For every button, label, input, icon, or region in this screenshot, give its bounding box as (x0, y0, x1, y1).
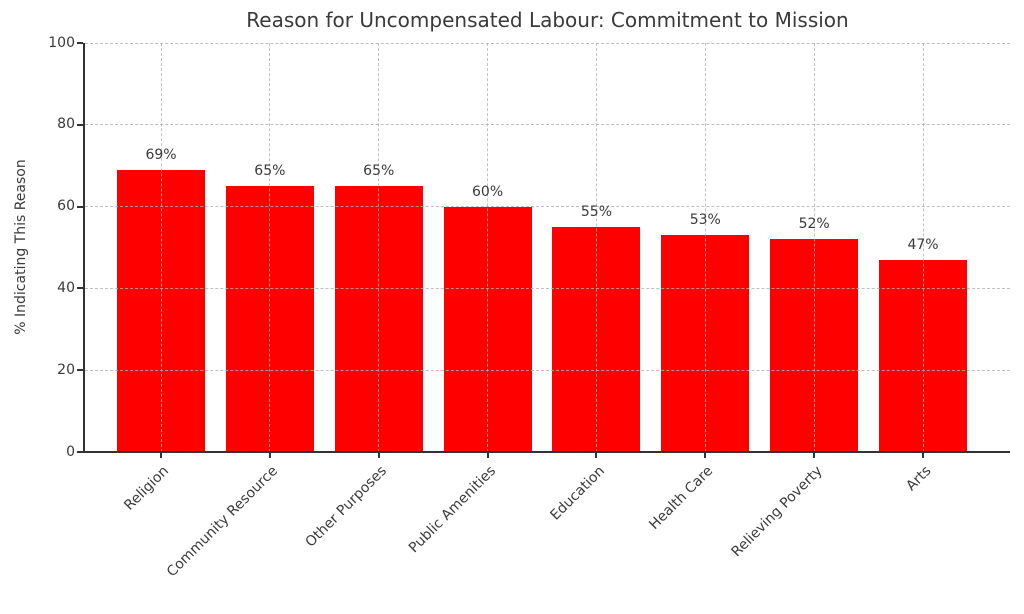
x-axis-spine (83, 451, 1010, 453)
y-tick (77, 369, 83, 372)
gridline-v (487, 43, 489, 452)
y-tick (77, 42, 83, 44)
gridline-v (378, 43, 380, 452)
bar-value-label: 69% (145, 146, 177, 163)
y-tick-label: 20 (57, 361, 75, 378)
x-tick (813, 452, 816, 458)
gridline-v (922, 43, 924, 452)
gridline-h (85, 124, 1010, 126)
gridline-v (704, 43, 706, 452)
x-tick-label: Arts (903, 463, 935, 495)
y-tick (77, 205, 83, 208)
y-tick-label: 100 (48, 34, 75, 51)
x-tick (704, 452, 707, 458)
y-axis-spine (83, 43, 85, 452)
y-tick (77, 451, 83, 453)
y-tick-label: 40 (57, 279, 75, 296)
gridline-v (813, 43, 815, 452)
bar-value-label: 53% (689, 212, 721, 229)
chart-title: Reason for Uncompensated Labour: Commitm… (246, 8, 849, 32)
y-tick (77, 123, 83, 126)
gridline-v (269, 43, 271, 452)
x-tick (160, 452, 162, 458)
x-tick-label: Community Resource (164, 463, 282, 581)
gridline-h (85, 42, 1010, 44)
x-tick-label: Education (547, 463, 608, 524)
bar-value-label: 65% (254, 163, 286, 180)
plot-area: Religion Community Resource Other Purposes… (48, 35, 1010, 580)
x-tick-label: Other Purposes (302, 463, 391, 551)
bar-value-label: 47% (907, 236, 939, 253)
x-tick-label: Religion (121, 463, 173, 514)
y-tick-label: 0 (66, 443, 75, 460)
gridline-h (85, 287, 1010, 289)
bar-value-label: 55% (580, 204, 612, 221)
x-tick (268, 452, 271, 458)
x-tick (595, 452, 598, 458)
x-tick (922, 452, 925, 458)
x-tick-label: Relieving Poverty (728, 463, 826, 561)
x-tick-label: Public Amenities (405, 463, 499, 557)
x-tick (486, 452, 489, 458)
bar-value-label: 52% (798, 216, 830, 233)
y-axis-label: % Indicating This Reason (13, 159, 29, 335)
gridline-v (595, 43, 597, 452)
gridline-h (85, 369, 1010, 371)
bar-value-label: 65% (363, 163, 395, 180)
bar-value-label: 60% (472, 183, 504, 200)
y-tick-label: 60 (57, 198, 75, 215)
y-tick-label: 80 (57, 116, 75, 133)
y-tick (77, 287, 83, 290)
gridline-h (85, 206, 1010, 208)
gridline-v (160, 43, 162, 452)
x-tick (377, 452, 380, 458)
x-tick-label: Health Care (646, 463, 717, 533)
